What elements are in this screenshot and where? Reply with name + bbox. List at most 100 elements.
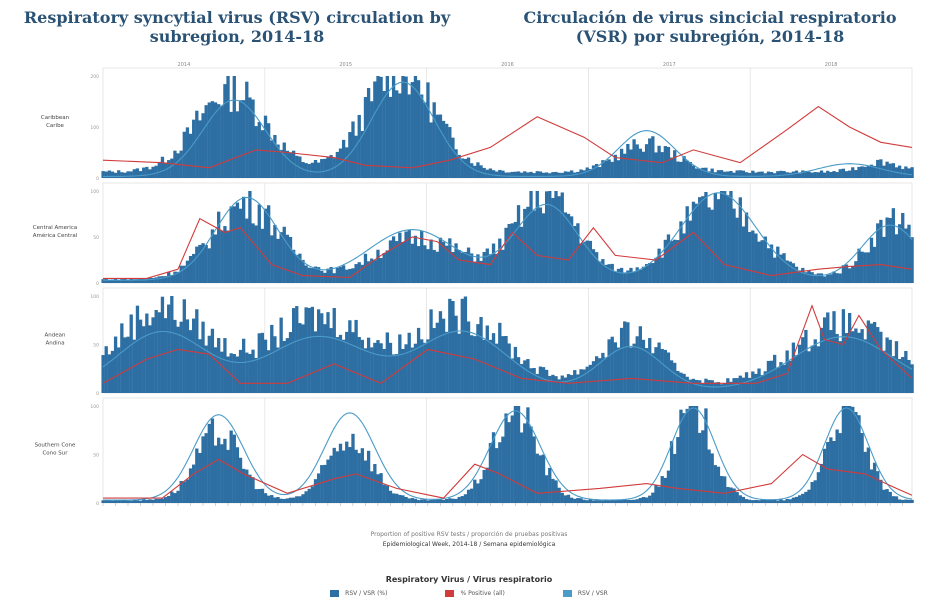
rsv-bar xyxy=(382,90,386,178)
rsv-bar xyxy=(488,442,493,503)
rsv-bar xyxy=(220,105,224,178)
rsv-bar xyxy=(526,407,530,503)
rsv-bar xyxy=(782,364,786,393)
rsv-bar xyxy=(666,146,671,178)
rsv-bar xyxy=(872,321,877,393)
rsv-bar xyxy=(373,260,377,283)
rsv-bar xyxy=(576,498,580,503)
rsv-bar xyxy=(138,319,143,393)
rsv-bar xyxy=(345,441,349,503)
rsv-bar xyxy=(557,196,561,283)
rsv-bar xyxy=(266,350,271,393)
rsv-bar xyxy=(157,312,161,393)
rsv-bar xyxy=(142,326,146,393)
rsv-bar xyxy=(735,492,739,503)
rsv-bar xyxy=(376,340,380,393)
rsv-bar xyxy=(220,230,224,283)
rsv-bar xyxy=(835,273,839,283)
rsv-bar xyxy=(451,301,455,393)
rsv-bar xyxy=(170,491,174,503)
rsv-bar xyxy=(623,153,627,178)
rsv-bar xyxy=(404,344,408,393)
rsv-bar xyxy=(738,170,742,178)
rsv-bar xyxy=(641,266,646,283)
rsv-bar xyxy=(779,499,783,503)
rsv-bar xyxy=(307,307,311,393)
rsv-bar xyxy=(576,374,580,393)
rsv-bar xyxy=(704,408,708,503)
rsv-bar xyxy=(407,229,411,283)
rsv-bar xyxy=(613,154,618,178)
rsv-bar xyxy=(641,151,646,178)
rsv-bar xyxy=(310,162,315,178)
rsv-bar xyxy=(804,491,808,503)
rsv-bar xyxy=(429,122,433,178)
rsv-bar xyxy=(857,332,861,393)
rsv-bar xyxy=(888,339,892,393)
rsv-bar xyxy=(698,197,702,283)
rsv-bar xyxy=(295,306,299,393)
rsv-bar xyxy=(310,306,315,393)
rsv-bar xyxy=(641,339,646,393)
rsv-bar xyxy=(832,171,836,178)
rsv-bar xyxy=(366,450,371,503)
rsv-bar xyxy=(441,318,446,393)
rsv-bar xyxy=(413,498,418,503)
rsv-bar xyxy=(854,328,858,393)
rsv-bar xyxy=(773,354,777,393)
rsv-bar xyxy=(819,463,824,503)
rsv-bar xyxy=(460,496,464,503)
year-label: 2016 xyxy=(501,62,514,68)
rsv-bar xyxy=(657,248,661,283)
rsv-bar xyxy=(151,499,155,503)
rsv-bar xyxy=(220,444,224,503)
rsv-bar xyxy=(398,334,402,393)
rsv-bar xyxy=(863,339,867,393)
rsv-bar xyxy=(776,171,780,178)
rsv-bar xyxy=(579,243,583,283)
rsv-bar xyxy=(460,298,464,393)
rsv-bar xyxy=(548,375,552,393)
rsv-bar xyxy=(441,499,446,503)
rsv-bar xyxy=(451,137,455,178)
rsv-bar xyxy=(170,274,174,283)
rsv-bar xyxy=(451,498,455,503)
rsv-bar xyxy=(663,146,667,178)
rsv-bar xyxy=(585,500,589,503)
rsv-bar xyxy=(466,321,471,393)
rsv-bar xyxy=(445,123,449,178)
rsv-bar xyxy=(167,271,171,283)
rsv-bar xyxy=(423,102,427,178)
rsv-bar xyxy=(632,343,636,393)
rsv-bar xyxy=(560,375,564,393)
rsv-bar xyxy=(332,273,336,283)
rsv-bar xyxy=(510,223,514,283)
rsv-bar xyxy=(585,167,589,178)
rsv-bar xyxy=(632,499,636,503)
rsv-bar xyxy=(598,358,602,393)
rsv-bar xyxy=(520,432,524,503)
rsv-bar xyxy=(129,314,133,393)
positive-line xyxy=(103,453,913,499)
rsv-bar xyxy=(779,362,783,393)
rsv-bar xyxy=(904,166,908,178)
rsv-bar xyxy=(217,104,221,178)
rsv-bar xyxy=(357,453,361,503)
rsv-bar xyxy=(866,166,871,178)
rsv-bar xyxy=(188,133,193,178)
rsv-bar xyxy=(498,442,502,503)
rsv-bar xyxy=(188,255,193,283)
rsv-bar xyxy=(673,150,677,178)
rsv-bar xyxy=(376,249,380,283)
rsv-bar xyxy=(779,170,783,178)
rsv-bar xyxy=(313,331,318,393)
rsv-bar xyxy=(813,339,817,393)
rsv-bar xyxy=(357,336,361,393)
rsv-bar xyxy=(582,241,586,283)
rsv-bar xyxy=(872,462,877,503)
rsv-bar xyxy=(154,309,158,393)
rsv-bar xyxy=(610,263,614,283)
rsv-bar xyxy=(591,165,596,178)
rsv-bar xyxy=(432,249,436,283)
rsv-bar xyxy=(510,171,514,178)
